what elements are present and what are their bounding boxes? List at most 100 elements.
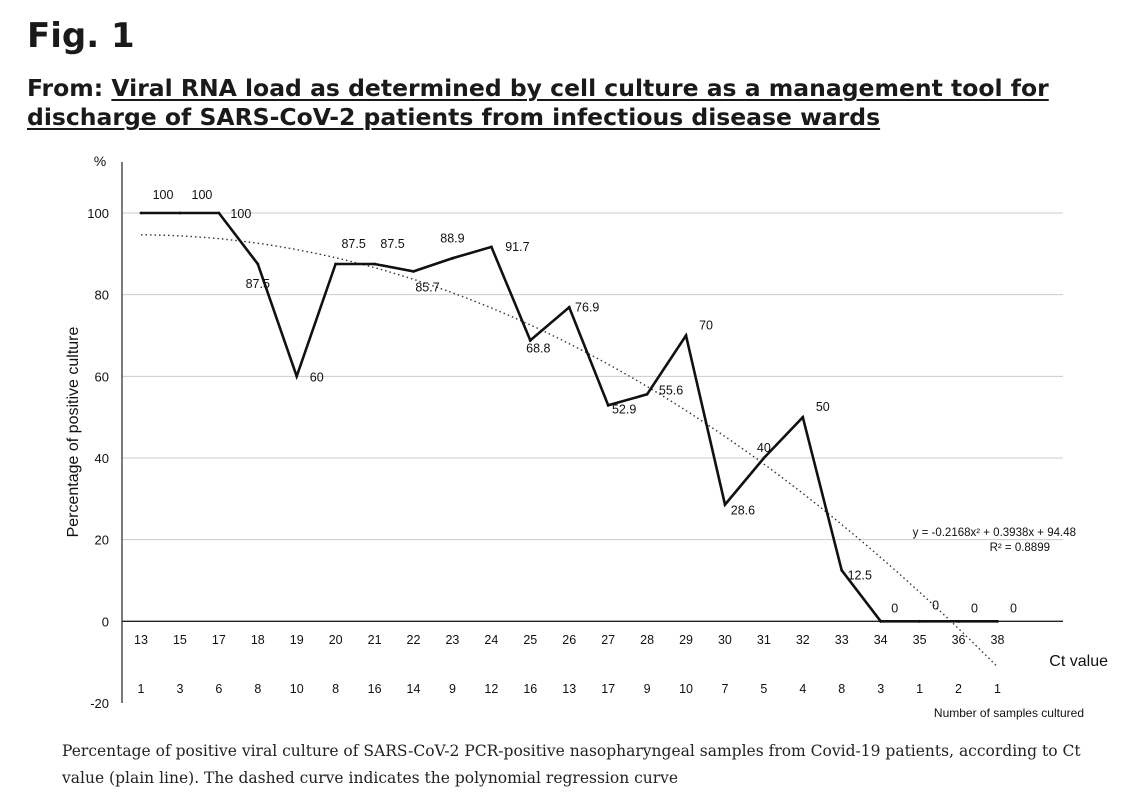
data-label: 87.5 (246, 277, 270, 291)
x-tick-label: 13 (134, 633, 148, 647)
article-title-link[interactable]: Viral RNA load as determined by cell cul… (27, 74, 1049, 131)
figure-caption: Percentage of positive viral culture of … (62, 742, 1081, 787)
data-point (996, 619, 999, 623)
from-label: From: (27, 74, 104, 102)
sample-count-label: 14 (407, 682, 421, 696)
data-label: 87.5 (380, 237, 404, 251)
sample-count-label: 1 (916, 682, 923, 696)
sample-count-label: 8 (254, 682, 261, 696)
sample-count-label: 6 (215, 682, 222, 696)
y-tick-label: -20 (90, 696, 109, 711)
x-tick-label: 20 (329, 633, 343, 647)
data-label: 50 (816, 400, 830, 414)
sample-count-label: 2 (955, 682, 962, 696)
x-tick-label: 15 (173, 633, 187, 647)
x-tick-label: 34 (874, 633, 888, 647)
x-tick-label: 36 (952, 633, 966, 647)
data-point (957, 619, 960, 623)
x-tick-label: 21 (368, 633, 382, 647)
x-tick-label: 27 (601, 633, 615, 647)
data-label: 87.5 (341, 237, 365, 251)
sample-count-label: 12 (484, 682, 498, 696)
data-point (723, 503, 727, 506)
data-point (840, 568, 844, 572)
sample-count-label: 3 (176, 682, 183, 696)
sample-count-label: 3 (877, 682, 884, 696)
data-point (451, 256, 454, 260)
data-label: 68.8 (526, 341, 550, 355)
data-label: 28.6 (731, 504, 755, 518)
sample-count-label: 5 (760, 682, 767, 696)
trendline (141, 234, 998, 668)
data-point (178, 211, 182, 215)
sample-count-label: 1 (994, 682, 1001, 696)
x-tick-label: 22 (407, 633, 421, 647)
sample-count-label: 1 (138, 682, 145, 696)
y-tick-label: 80 (95, 288, 109, 303)
data-point (139, 211, 143, 215)
data-point (762, 456, 766, 460)
y-tick-label: 20 (95, 533, 109, 548)
data-label: 40 (757, 441, 771, 455)
data-label: 76.9 (575, 300, 599, 314)
trendline-equation: y = -0.2168x² + 0.3938x + 94.48 (913, 527, 1076, 539)
trendline-r-squared: R² = 0.8899 (990, 542, 1050, 554)
data-label: 12.5 (848, 568, 872, 582)
data-label: 100 (192, 188, 213, 202)
sample-count-label: 8 (838, 682, 845, 696)
data-label: 0 (891, 601, 898, 615)
data-label: 85.7 (415, 280, 439, 294)
x-tick-label: 33 (835, 633, 849, 647)
source-reference: From: Viral RNA load as determined by ce… (27, 74, 1117, 132)
y-tick-label: 60 (95, 369, 109, 384)
sample-count-label: 10 (290, 682, 304, 696)
data-point (412, 269, 415, 273)
x-axis-label: Ct value (1049, 653, 1108, 670)
data-label: 0 (1010, 601, 1017, 615)
y-unit-label: % (94, 153, 106, 169)
x-tick-label: 17 (212, 633, 226, 647)
series-line (141, 211, 998, 623)
sample-count-label: 16 (523, 682, 537, 696)
x-tick-label: 31 (757, 633, 771, 647)
x-tick-label: 18 (251, 633, 265, 647)
y-tick-label: 100 (87, 206, 109, 221)
sample-count-label: 9 (644, 682, 651, 696)
data-label: 55.6 (659, 383, 683, 397)
y-tick-label: 0 (102, 614, 109, 629)
x-tick-label: 29 (679, 633, 693, 647)
sample-count-label: 4 (799, 682, 806, 696)
data-label: 70 (699, 319, 713, 333)
sample-count-label: 9 (449, 682, 456, 696)
sample-count-label: 16 (368, 682, 382, 696)
x-tick-label: 38 (991, 633, 1005, 647)
x-tick-label: 19 (290, 633, 304, 647)
data-point (684, 334, 688, 337)
y-axis-label: Percentage of positive culture (65, 327, 82, 538)
data-point (801, 415, 805, 419)
data-point (489, 245, 493, 249)
x-tick-label: 25 (523, 633, 537, 647)
data-point (217, 211, 221, 215)
sample-count-label: 8 (332, 682, 339, 696)
data-label: 100 (153, 188, 174, 202)
x-tick-label: 28 (640, 633, 654, 647)
data-point (606, 403, 610, 407)
x-tick-label: 26 (562, 633, 576, 647)
data-label: 52.9 (612, 402, 636, 416)
x-tick-label: 30 (718, 633, 732, 647)
x-tick-label: 35 (913, 633, 927, 647)
data-point (528, 339, 532, 342)
line-chart: % Percentage of positive culture Ct valu… (65, 153, 1108, 720)
data-point (879, 619, 883, 623)
sample-count-label: 10 (679, 682, 693, 696)
data-point (334, 262, 338, 266)
samples-cultured-label: Number of samples cultured (934, 706, 1084, 720)
sample-count-label: 7 (721, 682, 728, 696)
data-point (567, 305, 571, 309)
data-label: 0 (932, 598, 939, 612)
data-label: 0 (971, 601, 978, 615)
sample-count-label: 17 (601, 682, 615, 696)
data-label: 100 (230, 207, 251, 221)
x-tick-label: 23 (445, 633, 459, 647)
